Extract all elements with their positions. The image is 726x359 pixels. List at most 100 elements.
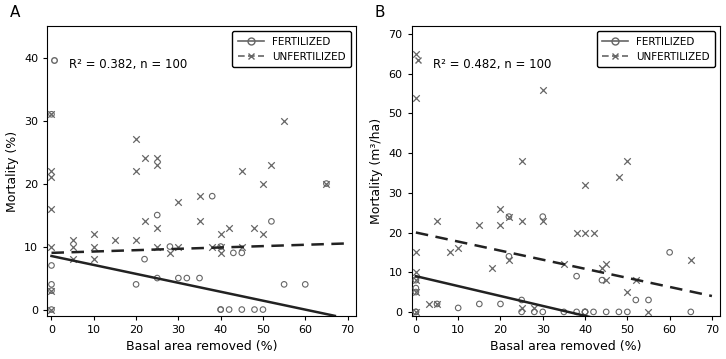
Point xyxy=(664,250,675,255)
Point xyxy=(257,181,269,186)
Point xyxy=(410,309,422,315)
Point xyxy=(621,289,633,295)
Point xyxy=(194,275,205,281)
Point xyxy=(173,275,184,281)
Point xyxy=(215,307,227,312)
Point xyxy=(558,261,570,267)
Point xyxy=(257,231,269,237)
Point xyxy=(278,281,290,287)
Point xyxy=(88,256,99,262)
Point xyxy=(139,155,150,161)
Point xyxy=(431,301,443,307)
Point xyxy=(152,225,163,230)
Point xyxy=(494,301,506,307)
Point xyxy=(236,250,248,256)
Point xyxy=(46,174,57,180)
Point xyxy=(600,309,612,315)
Point xyxy=(486,265,498,271)
Point xyxy=(215,307,227,312)
Point xyxy=(194,193,205,199)
Point xyxy=(46,168,57,174)
Point xyxy=(410,277,422,283)
Point xyxy=(46,288,57,294)
Point xyxy=(529,309,540,315)
Point xyxy=(452,305,464,311)
Point xyxy=(46,111,57,117)
Point xyxy=(537,309,549,315)
Point xyxy=(266,162,277,168)
Point xyxy=(613,174,624,180)
Point xyxy=(503,214,515,219)
Point xyxy=(579,230,591,236)
Point xyxy=(600,277,612,283)
Point xyxy=(685,309,696,315)
Point xyxy=(410,95,422,101)
Point xyxy=(444,250,455,255)
Point xyxy=(109,237,121,243)
Point xyxy=(139,219,150,224)
Point xyxy=(410,51,422,57)
Point xyxy=(410,277,422,283)
Point xyxy=(621,158,633,164)
Point xyxy=(571,273,582,279)
Legend: FERTILIZED, UNFERTILIZED: FERTILIZED, UNFERTILIZED xyxy=(232,31,351,67)
Point xyxy=(46,307,57,312)
Point xyxy=(130,137,142,143)
Point xyxy=(67,244,78,250)
Point xyxy=(596,277,608,283)
Point xyxy=(515,218,527,223)
Point xyxy=(139,256,150,262)
Point xyxy=(152,155,163,161)
Point xyxy=(46,111,57,117)
Point xyxy=(321,181,333,186)
Point xyxy=(152,212,163,218)
X-axis label: Basal area removed (%): Basal area removed (%) xyxy=(126,340,277,354)
Point xyxy=(579,309,591,315)
Point xyxy=(278,118,290,123)
Point xyxy=(410,309,422,315)
Point xyxy=(164,244,176,250)
Y-axis label: Mortality (m³/ha): Mortality (m³/ha) xyxy=(370,118,383,224)
Point xyxy=(473,301,485,307)
Text: B: B xyxy=(375,5,385,20)
Point xyxy=(529,305,540,311)
Point xyxy=(215,231,227,237)
Point xyxy=(515,305,527,311)
Point xyxy=(571,309,582,315)
Point xyxy=(613,309,624,315)
Point xyxy=(173,200,184,205)
Point xyxy=(46,244,57,250)
Point xyxy=(431,301,443,307)
Point xyxy=(224,225,235,230)
Point xyxy=(643,309,654,315)
Point xyxy=(130,168,142,174)
Point xyxy=(194,219,205,224)
Point xyxy=(558,309,570,315)
Point xyxy=(206,193,218,199)
Point xyxy=(67,237,78,243)
Point xyxy=(685,257,696,263)
Point xyxy=(643,297,654,303)
Point xyxy=(515,158,527,164)
Point xyxy=(410,250,422,255)
Point xyxy=(503,257,515,263)
Point xyxy=(130,281,142,287)
Point xyxy=(579,309,591,315)
Point xyxy=(515,309,527,315)
Point xyxy=(452,246,464,251)
Point xyxy=(579,309,591,315)
Point xyxy=(423,301,434,307)
Point xyxy=(46,206,57,212)
Point xyxy=(227,250,239,256)
Point xyxy=(494,222,506,228)
Point xyxy=(215,244,227,250)
Point xyxy=(571,230,582,236)
Point xyxy=(257,307,269,312)
Point xyxy=(236,168,248,174)
Point xyxy=(173,244,184,250)
Point xyxy=(215,244,227,250)
Point xyxy=(236,244,248,250)
Point xyxy=(164,250,176,256)
Point xyxy=(46,307,57,312)
Point xyxy=(494,206,506,211)
